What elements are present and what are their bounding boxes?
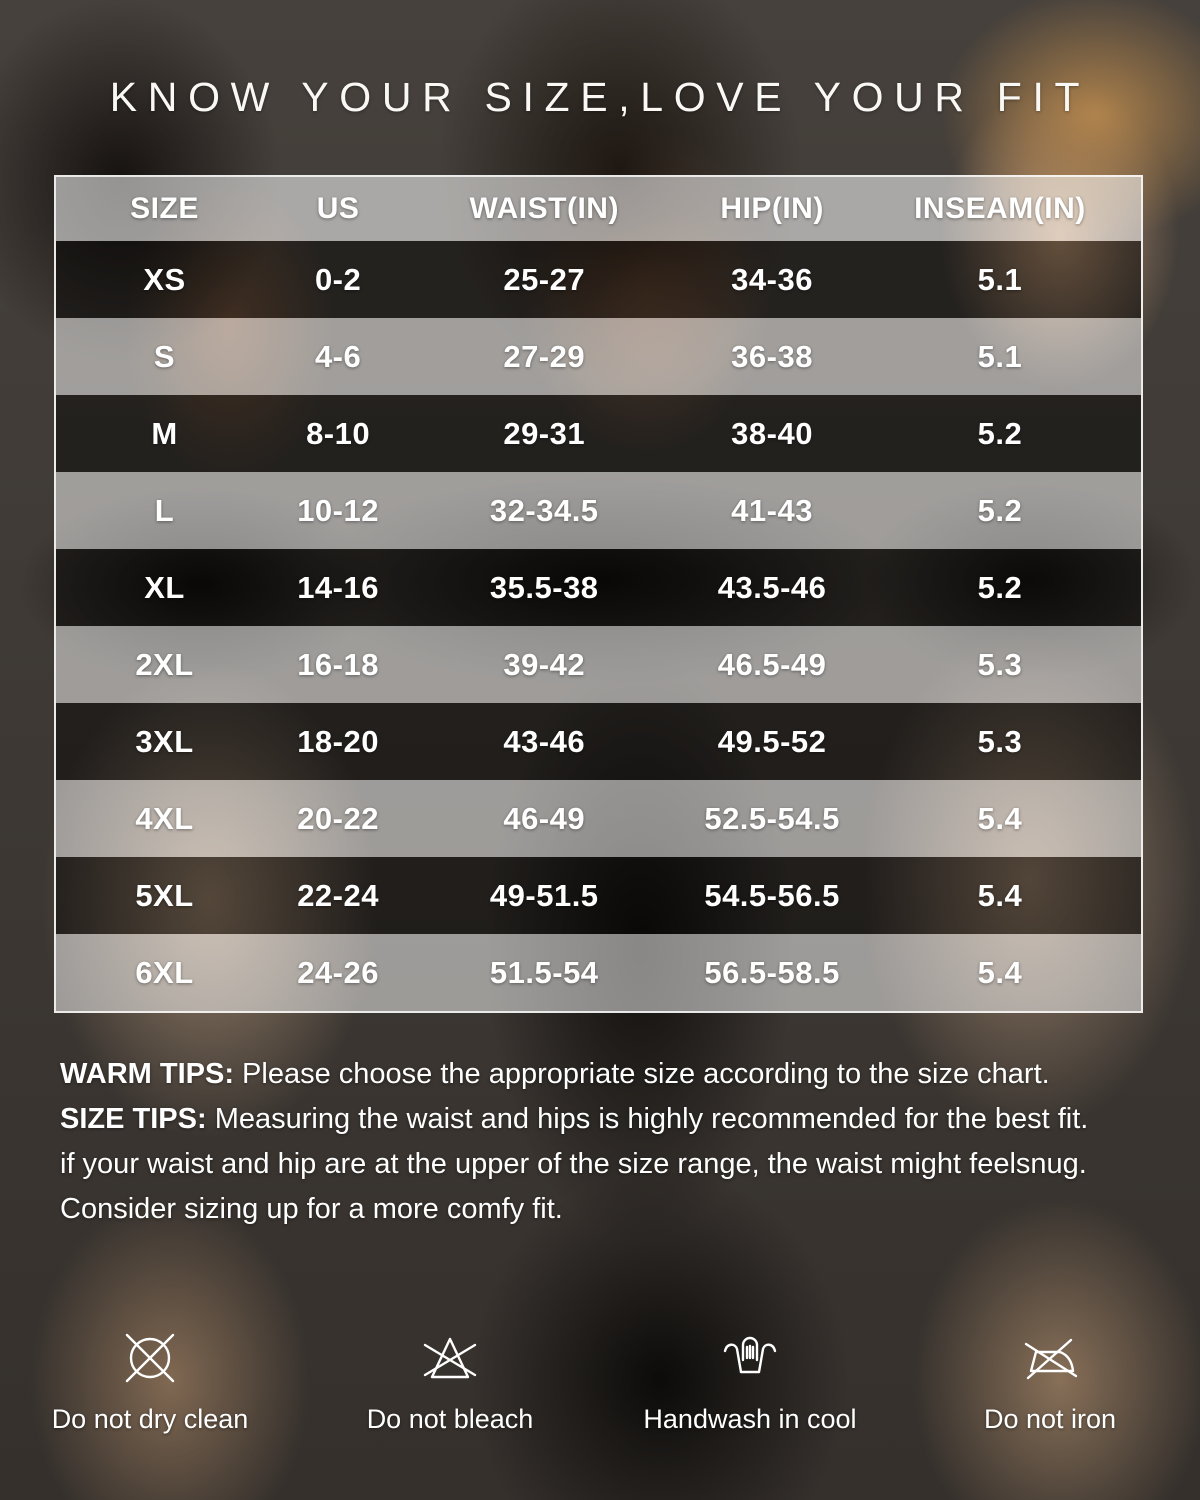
cell-inseam: 5.4 [977, 954, 1023, 990]
table-row: M 8-10 29-31 38-40 5.2 [56, 395, 1141, 472]
size-table-body: XS 0-2 25-27 34-36 5.1 S 4-6 27-29 36-38 5.1 M 8-10… [56, 241, 1141, 1011]
cell-size: XL [144, 569, 185, 605]
cell-us: 20-22 [297, 800, 379, 836]
cell-us: 18-20 [297, 723, 379, 759]
cell-inseam: 5.2 [977, 415, 1023, 451]
cell-inseam: 5.3 [977, 646, 1023, 682]
warm-tips-text: Please choose the appropriate size accor… [234, 1058, 1050, 1090]
care-item: Do not bleach [300, 1326, 600, 1435]
cell-waist: 29-31 [503, 415, 586, 451]
cell-hip: 52.5-54.5 [704, 800, 840, 836]
cell-us: 22-24 [297, 877, 379, 913]
cell-inseam: 5.3 [977, 723, 1023, 759]
table-row: S 4-6 27-29 36-38 5.1 [56, 318, 1141, 395]
care-label: Handwash in cool [643, 1404, 857, 1434]
cell-waist: 51.5-54 [489, 954, 599, 990]
cell-waist: 43-46 [503, 723, 586, 759]
tips-line-3: if your waist and hip are at the upper o… [60, 1148, 1087, 1180]
cell-size: 4XL [135, 800, 194, 836]
care-label: Do not iron [983, 1404, 1117, 1434]
care-label: Do not dry clean [51, 1404, 249, 1434]
cell-waist: 39-42 [503, 646, 586, 682]
size-tips-line: SIZE TIPS: Measuring the waist and hips … [60, 1097, 1145, 1142]
cell-hip: 41-43 [731, 492, 813, 528]
cell-waist: 35.5-38 [489, 569, 599, 605]
cell-size: XS [143, 261, 186, 297]
cell-hip: 46.5-49 [717, 646, 827, 682]
cell-hip: 54.5-56.5 [704, 877, 840, 913]
care-item: Do not dry clean [0, 1326, 300, 1435]
cell-hip: 34-36 [731, 261, 813, 297]
do-not-iron-icon [1024, 1338, 1078, 1380]
column-header-us: US [316, 192, 360, 225]
cell-us: 24-26 [297, 954, 379, 990]
column-header-waist: WAIST(IN) [469, 192, 619, 225]
cell-us: 8-10 [306, 415, 371, 451]
table-row: 5XL 22-24 49-51.5 54.5-56.5 5.4 [56, 857, 1141, 934]
cell-us: 10-12 [297, 492, 379, 528]
do-not-bleach-icon [423, 1337, 477, 1379]
cell-waist: 27-29 [503, 338, 586, 374]
cell-size: M [151, 415, 178, 451]
cell-inseam: 5.4 [977, 877, 1023, 913]
tips-line-4: Consider sizing up for a more comfy fit. [60, 1193, 563, 1225]
cell-size: L [154, 492, 175, 528]
cell-hip: 43.5-46 [717, 569, 827, 605]
cell-inseam: 5.2 [977, 569, 1023, 605]
cell-hip: 38-40 [731, 415, 813, 451]
page-title: KNOW YOUR SIZE,LOVE YOUR FIT [109, 74, 1091, 120]
size-table: SIZE US WAIST(IN) HIP(IN) INSEAM(IN) XS 0… [54, 175, 1143, 1013]
do-not-dry-clean-icon [125, 1333, 175, 1383]
column-header-inseam: INSEAM(IN) [914, 192, 1086, 225]
cell-size: 3XL [135, 723, 194, 759]
cell-hip: 49.5-52 [717, 723, 827, 759]
table-row: XL 14-16 35.5-38 43.5-46 5.2 [56, 549, 1141, 626]
care-item: Handwash in cool [600, 1326, 900, 1435]
cell-us: 0-2 [314, 261, 362, 297]
size-tips-label: SIZE TIPS: [60, 1103, 207, 1135]
cell-inseam: 5.1 [977, 338, 1023, 374]
column-header-size: SIZE [130, 192, 199, 225]
table-header-row: SIZE US WAIST(IN) HIP(IN) INSEAM(IN) [56, 177, 1141, 241]
table-row: XS 0-2 25-27 34-36 5.1 [56, 241, 1141, 318]
handwash-icon [723, 1336, 777, 1374]
cell-size: 5XL [135, 877, 194, 913]
cell-inseam: 5.4 [977, 800, 1023, 836]
warm-tips-label: WARM TIPS: [60, 1058, 234, 1090]
cell-us: 4-6 [314, 338, 362, 374]
cell-size: S [153, 338, 176, 374]
cell-us: 14-16 [297, 569, 379, 605]
cell-hip: 56.5-58.5 [704, 954, 840, 990]
cell-inseam: 5.1 [977, 261, 1023, 297]
cell-us: 16-18 [297, 646, 379, 682]
table-row: 6XL 24-26 51.5-54 56.5-58.5 5.4 [56, 934, 1141, 1011]
warm-tips-line: WARM TIPS: Please choose the appropriate… [60, 1052, 1145, 1097]
care-instructions: Do not dry clean Do not bleach Handwash … [0, 1326, 1200, 1435]
cell-size: 6XL [135, 954, 194, 990]
size-tips-text: Measuring the waist and hips is highly r… [206, 1103, 1089, 1135]
cell-waist: 32-34.5 [489, 492, 599, 528]
column-header-hip: HIP(IN) [720, 192, 824, 225]
cell-inseam: 5.2 [977, 492, 1023, 528]
care-label: Do not bleach [366, 1404, 534, 1434]
cell-waist: 25-27 [503, 261, 586, 297]
table-row: L 10-12 32-34.5 41-43 5.2 [56, 472, 1141, 549]
care-item: Do not iron [900, 1326, 1200, 1435]
cell-hip: 36-38 [731, 338, 813, 374]
cell-size: 2XL [135, 646, 194, 682]
cell-waist: 49-51.5 [489, 877, 599, 913]
cell-waist: 46-49 [503, 800, 586, 836]
table-row: 2XL 16-18 39-42 46.5-49 5.3 [56, 626, 1141, 703]
tips-section: WARM TIPS: Please choose the appropriate… [60, 1052, 1145, 1232]
table-row: 4XL 20-22 46-49 52.5-54.5 5.4 [56, 780, 1141, 857]
table-row: 3XL 18-20 43-46 49.5-52 5.3 [56, 703, 1141, 780]
